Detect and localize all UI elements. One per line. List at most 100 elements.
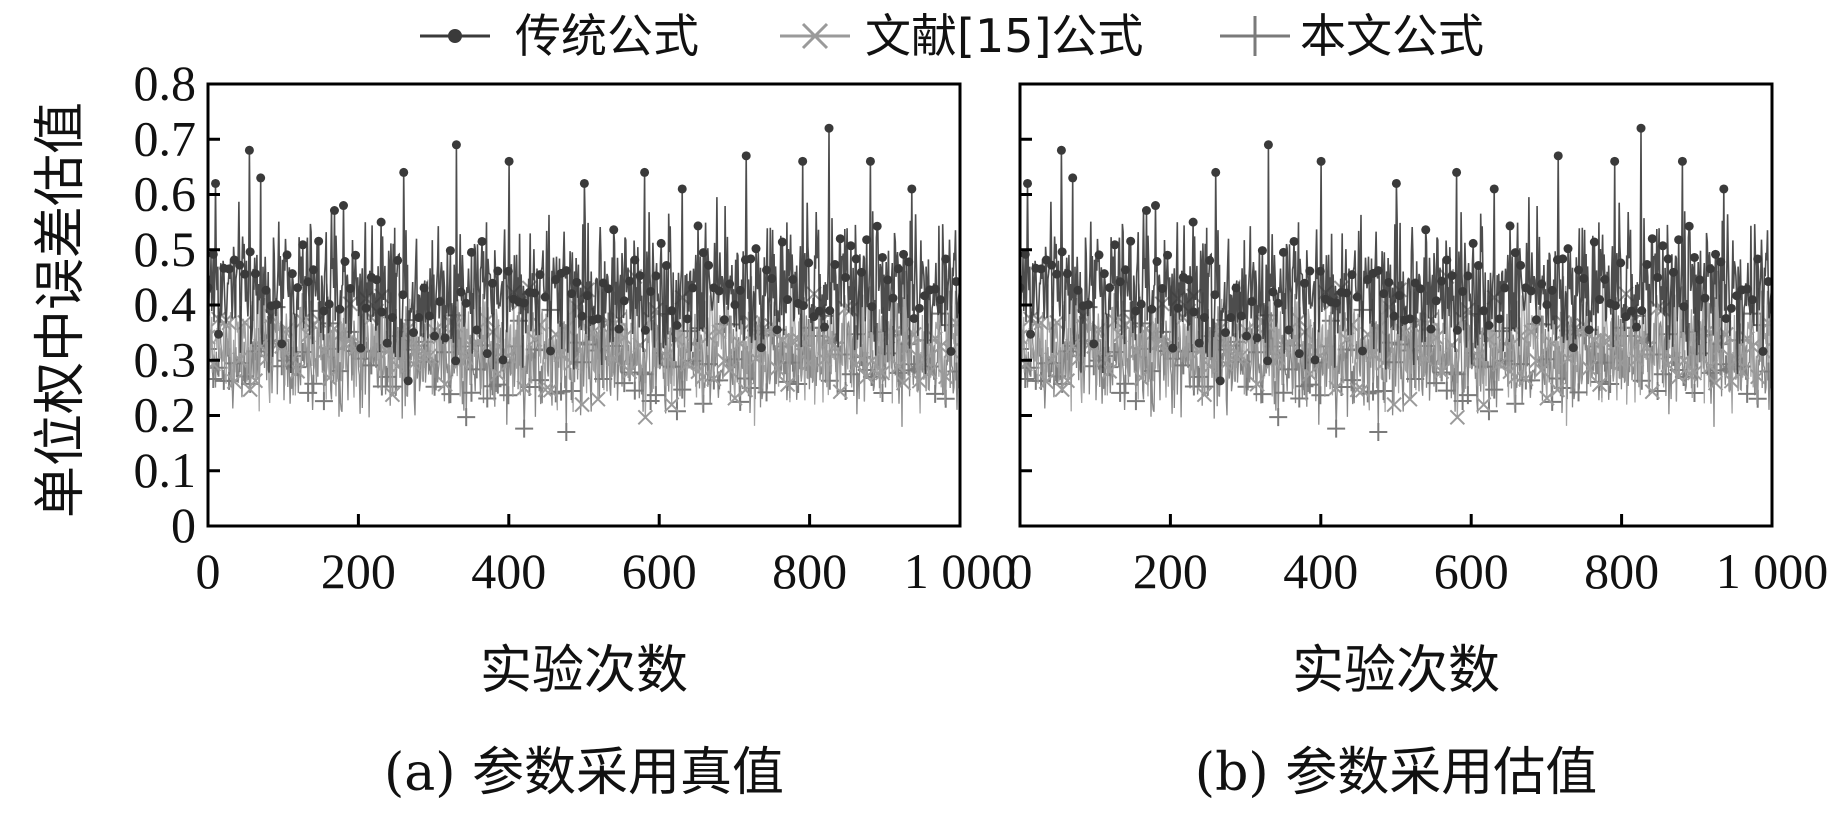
data-point bbox=[330, 362, 349, 381]
data-point bbox=[1379, 289, 1389, 299]
data-point bbox=[398, 290, 408, 300]
data-point bbox=[1738, 384, 1757, 403]
data-point bbox=[625, 276, 635, 286]
data-point bbox=[399, 167, 409, 177]
data-point bbox=[751, 244, 761, 254]
data-point bbox=[338, 201, 348, 211]
data-point bbox=[1233, 348, 1250, 364]
data-point bbox=[208, 329, 216, 345]
data-point bbox=[261, 285, 271, 295]
data-point bbox=[435, 297, 445, 307]
data-point bbox=[1484, 320, 1494, 330]
y-tick-label: 0.2 bbox=[134, 387, 197, 443]
data-point bbox=[1458, 386, 1477, 405]
data-point bbox=[951, 277, 960, 287]
data-point bbox=[1174, 356, 1193, 375]
data-point bbox=[1236, 311, 1246, 321]
data-point bbox=[630, 255, 640, 265]
data-point bbox=[379, 344, 395, 360]
data-point bbox=[1689, 252, 1699, 262]
data-point bbox=[725, 279, 735, 289]
data-point bbox=[1150, 201, 1160, 211]
data-point bbox=[1157, 284, 1167, 294]
data-point bbox=[242, 381, 258, 398]
data-point bbox=[1284, 325, 1294, 335]
data-point bbox=[926, 384, 945, 403]
data-point bbox=[846, 241, 856, 251]
data-point bbox=[1358, 346, 1368, 356]
data-point bbox=[1300, 278, 1310, 288]
data-point bbox=[946, 346, 956, 356]
data-point bbox=[832, 383, 849, 400]
x-tick-label: 800 bbox=[1584, 543, 1659, 599]
data-point bbox=[783, 295, 793, 305]
data-point bbox=[289, 363, 306, 379]
data-point bbox=[772, 325, 782, 335]
data-point bbox=[284, 351, 301, 367]
data-point bbox=[1365, 347, 1381, 363]
data-point bbox=[226, 373, 243, 390]
data-point bbox=[437, 376, 453, 392]
data-point bbox=[1681, 366, 1697, 382]
data-point bbox=[1194, 338, 1204, 348]
data-point bbox=[1716, 257, 1726, 267]
data-point bbox=[240, 269, 250, 279]
data-point bbox=[1369, 423, 1388, 442]
data-point bbox=[414, 313, 424, 323]
data-point bbox=[298, 240, 308, 250]
data-point bbox=[572, 277, 582, 287]
data-point bbox=[1686, 365, 1703, 381]
data-point bbox=[1289, 236, 1299, 246]
data-point bbox=[767, 274, 777, 284]
data-point bbox=[1278, 247, 1288, 257]
data-point bbox=[1056, 145, 1066, 155]
data-point bbox=[221, 315, 237, 331]
data-point bbox=[593, 314, 603, 324]
data-point bbox=[1263, 140, 1273, 150]
data-point bbox=[1744, 338, 1761, 355]
data-point bbox=[451, 356, 461, 366]
data-point bbox=[1719, 184, 1729, 194]
y-tick-label: 0.6 bbox=[134, 166, 197, 222]
data-point bbox=[1512, 328, 1529, 344]
data-point bbox=[1391, 178, 1401, 188]
data-point bbox=[800, 355, 817, 371]
data-point bbox=[277, 339, 287, 349]
data-point bbox=[746, 254, 756, 264]
data-point bbox=[1199, 312, 1209, 322]
data-point bbox=[1242, 331, 1252, 341]
data-point bbox=[411, 340, 427, 356]
data-point bbox=[1168, 343, 1178, 353]
data-point bbox=[503, 266, 513, 276]
data-point bbox=[319, 306, 329, 316]
data-point bbox=[646, 386, 665, 405]
data-point bbox=[1595, 295, 1605, 305]
data-point bbox=[1133, 370, 1149, 386]
data-point bbox=[224, 264, 234, 274]
data-point bbox=[561, 266, 571, 276]
data-point bbox=[1352, 292, 1362, 302]
data-point bbox=[1500, 283, 1510, 293]
data-point bbox=[1247, 297, 1257, 307]
data-point bbox=[293, 283, 303, 293]
data-point bbox=[546, 346, 556, 356]
data-point bbox=[1205, 255, 1215, 265]
x-tick-label: 400 bbox=[471, 543, 546, 599]
data-point bbox=[403, 376, 413, 386]
data-point bbox=[1089, 339, 1099, 349]
data-point bbox=[1677, 156, 1687, 166]
data-point bbox=[1331, 298, 1341, 308]
data-point bbox=[741, 151, 751, 161]
data-point bbox=[1489, 184, 1499, 194]
x-tick-label: 0 bbox=[196, 543, 221, 599]
data-point bbox=[864, 352, 880, 369]
data-point bbox=[1607, 335, 1624, 351]
data-point bbox=[1349, 382, 1365, 398]
data-point bbox=[888, 293, 898, 303]
data-point bbox=[1386, 396, 1402, 413]
data-point bbox=[384, 386, 401, 403]
data-point bbox=[1221, 328, 1231, 338]
data-point bbox=[1105, 283, 1115, 293]
data-point bbox=[1405, 314, 1415, 324]
data-point bbox=[625, 381, 644, 400]
